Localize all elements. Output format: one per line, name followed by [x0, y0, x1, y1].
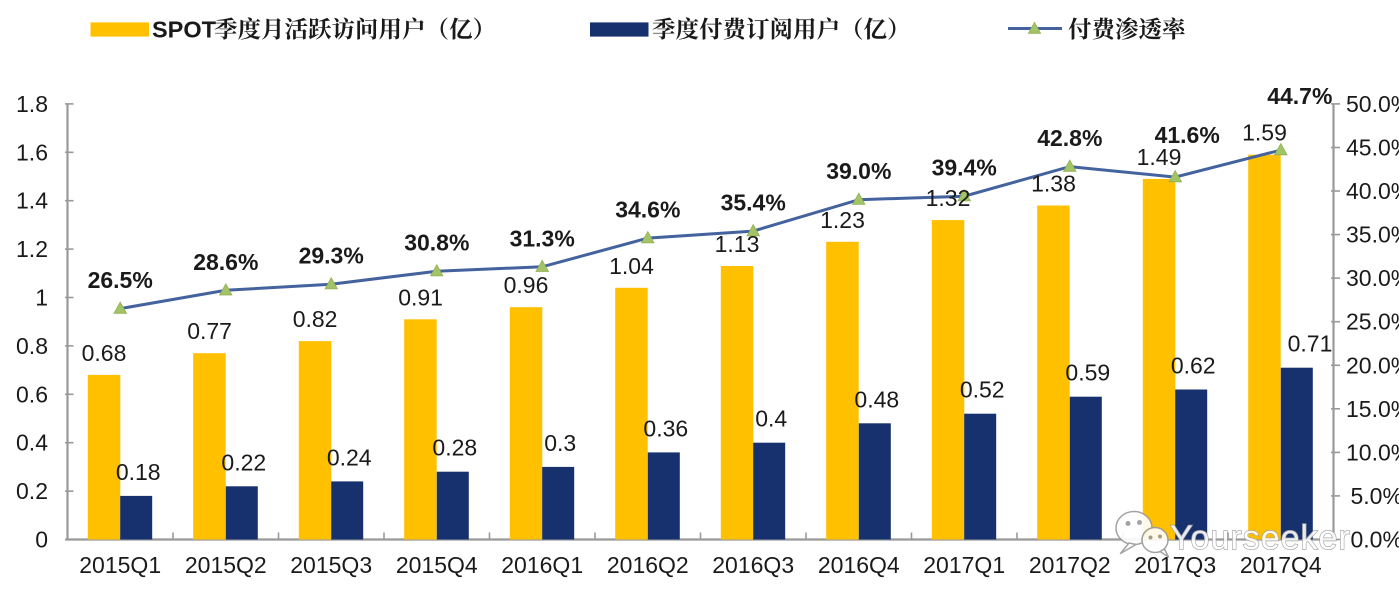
svg-text:50.0%: 50.0%: [1346, 91, 1399, 117]
svg-text:2016Q2: 2016Q2: [607, 552, 689, 578]
svg-text:44.7%: 44.7%: [1267, 83, 1332, 109]
svg-text:10.0%: 10.0%: [1346, 439, 1399, 465]
svg-text:25.0%: 25.0%: [1346, 309, 1399, 335]
svg-text:0.22: 0.22: [221, 449, 266, 475]
svg-text:0.96: 0.96: [504, 272, 549, 298]
svg-text:0.36: 0.36: [643, 415, 688, 441]
svg-text:26.5%: 26.5%: [88, 267, 153, 293]
svg-text:2015Q4: 2015Q4: [396, 552, 478, 578]
svg-text:35.0%: 35.0%: [1346, 222, 1399, 248]
svg-text:30.8%: 30.8%: [404, 230, 469, 256]
svg-text:30.0%: 30.0%: [1346, 265, 1399, 291]
svg-text:0.8: 0.8: [16, 333, 48, 359]
svg-text:2017Q2: 2017Q2: [1029, 552, 1111, 578]
svg-text:0: 0: [35, 527, 48, 553]
svg-text:39.0%: 39.0%: [826, 158, 891, 184]
svg-text:0.62: 0.62: [1171, 353, 1216, 379]
svg-text:0.24: 0.24: [327, 444, 372, 470]
svg-text:31.3%: 31.3%: [510, 225, 575, 251]
svg-text:1.6: 1.6: [16, 139, 48, 165]
svg-text:45.0%: 45.0%: [1346, 135, 1399, 161]
svg-text:0.71: 0.71: [1288, 331, 1333, 357]
svg-text:39.4%: 39.4%: [932, 155, 997, 181]
svg-text:28.6%: 28.6%: [193, 249, 258, 275]
svg-text:1.59: 1.59: [1242, 120, 1287, 146]
svg-text:2016Q3: 2016Q3: [712, 552, 794, 578]
svg-text:2016Q1: 2016Q1: [501, 552, 583, 578]
svg-text:1.04: 1.04: [609, 253, 654, 279]
svg-text:41.6%: 41.6%: [1155, 122, 1220, 148]
svg-text:40.0%: 40.0%: [1346, 178, 1399, 204]
svg-text:0.59: 0.59: [1065, 360, 1110, 386]
svg-text:0.82: 0.82: [293, 306, 338, 332]
svg-text:0.4: 0.4: [755, 406, 787, 432]
svg-text:42.8%: 42.8%: [1037, 125, 1102, 151]
svg-text:0.68: 0.68: [82, 340, 127, 366]
svg-text:0.6: 0.6: [16, 381, 48, 407]
svg-text:5.0%: 5.0%: [1351, 483, 1399, 509]
svg-text:1.4: 1.4: [16, 188, 48, 214]
svg-text:0.52: 0.52: [960, 377, 1005, 403]
svg-text:0.4: 0.4: [16, 430, 48, 456]
svg-text:34.6%: 34.6%: [615, 197, 680, 223]
svg-text:1.38: 1.38: [1031, 171, 1076, 197]
svg-text:1.2: 1.2: [16, 236, 48, 262]
svg-text:1.32: 1.32: [926, 185, 971, 211]
svg-text:0.18: 0.18: [116, 459, 161, 485]
svg-text:2015Q1: 2015Q1: [79, 552, 161, 578]
svg-text:1.13: 1.13: [715, 231, 760, 257]
svg-text:0.0%: 0.0%: [1351, 527, 1399, 553]
svg-text:35.4%: 35.4%: [721, 190, 786, 216]
svg-text:Yourseeker: Yourseeker: [1170, 519, 1351, 557]
svg-text:1: 1: [35, 285, 48, 311]
svg-text:29.3%: 29.3%: [299, 243, 364, 269]
svg-text:2015Q2: 2015Q2: [185, 552, 267, 578]
svg-text:0.77: 0.77: [187, 318, 232, 344]
svg-text:1.8: 1.8: [16, 91, 48, 117]
svg-text:15.0%: 15.0%: [1346, 396, 1399, 422]
svg-text:SPOT: SPOT: [152, 17, 217, 43]
svg-text:2017Q1: 2017Q1: [923, 552, 1005, 578]
svg-text:0.28: 0.28: [432, 435, 477, 461]
svg-text:0.2: 0.2: [16, 478, 48, 504]
svg-text:2016Q4: 2016Q4: [818, 552, 900, 578]
svg-text:20.0%: 20.0%: [1346, 352, 1399, 378]
svg-text:0.91: 0.91: [398, 284, 443, 310]
svg-text:0.48: 0.48: [854, 386, 899, 412]
svg-text:2015Q3: 2015Q3: [290, 552, 372, 578]
svg-text:0.3: 0.3: [544, 430, 576, 456]
svg-text:1.23: 1.23: [820, 207, 865, 233]
